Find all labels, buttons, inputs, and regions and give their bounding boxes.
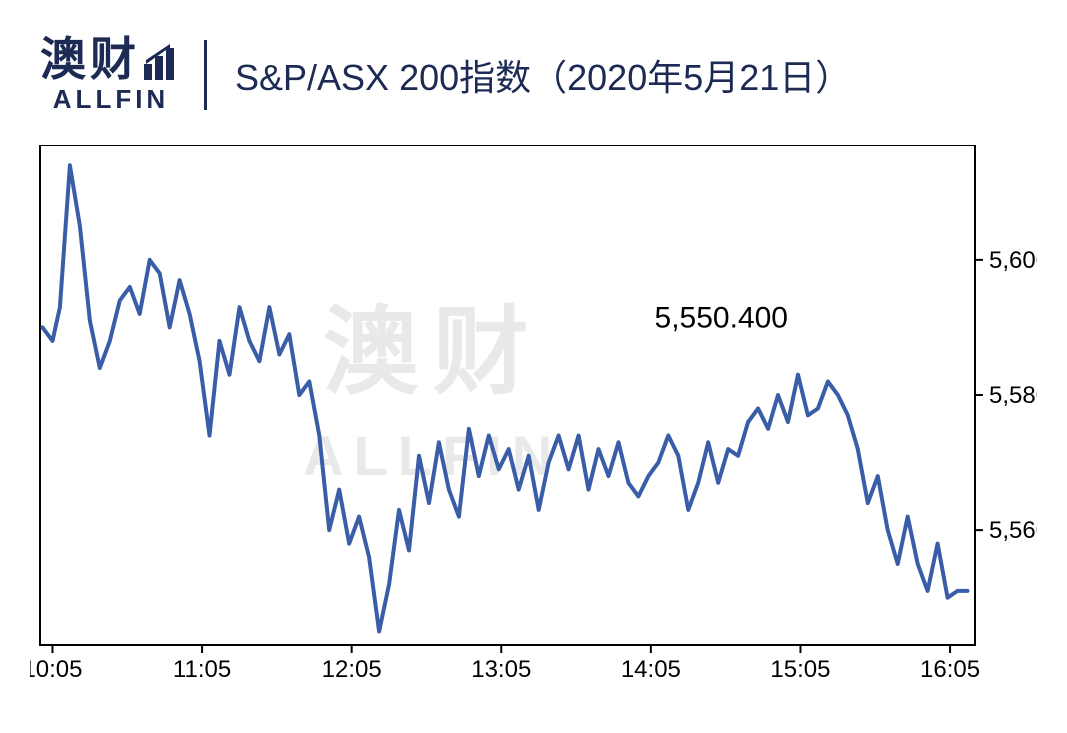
svg-text:5,560: 5,560	[989, 517, 1037, 544]
logo: 澳财 ALLFIN	[40, 36, 182, 115]
svg-text:5,550.400: 5,550.400	[655, 301, 788, 334]
svg-text:5,600: 5,600	[989, 247, 1037, 274]
svg-text:14:05: 14:05	[621, 656, 681, 683]
chart: 澳财ALLFIN10:0511:0512:0513:0514:0515:0516…	[30, 145, 1037, 705]
chart-svg: 澳财ALLFIN10:0511:0512:0513:0514:0515:0516…	[30, 145, 1037, 705]
svg-text:13:05: 13:05	[471, 656, 531, 683]
logo-bar-icon	[142, 42, 182, 82]
header: 澳财 ALLFIN S&P/ASX 200指数（2020年5月21日）	[0, 0, 1067, 130]
svg-text:10:05: 10:05	[30, 656, 82, 683]
svg-text:澳财: 澳财	[323, 299, 543, 406]
svg-text:15:05: 15:05	[770, 656, 830, 683]
svg-text:16:05: 16:05	[920, 656, 980, 683]
svg-text:5,580: 5,580	[989, 382, 1037, 409]
logo-cn-text: 澳财	[40, 36, 140, 82]
svg-text:11:05: 11:05	[173, 656, 231, 683]
chart-title: S&P/ASX 200指数（2020年5月21日）	[235, 49, 851, 101]
logo-cn: 澳财	[40, 36, 182, 82]
logo-en: ALLFIN	[53, 84, 169, 115]
header-divider	[204, 40, 207, 110]
svg-text:12:05: 12:05	[322, 656, 382, 683]
